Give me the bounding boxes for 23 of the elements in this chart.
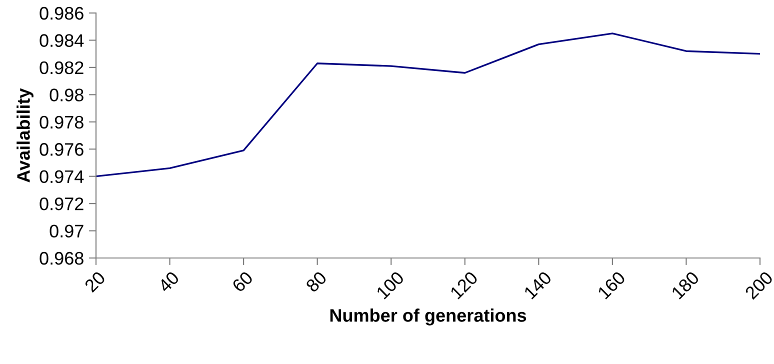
x-tick-label: 160	[597, 270, 626, 300]
x-tick-label: 40	[157, 270, 180, 294]
y-tick-label: 0.984	[40, 34, 84, 47]
x-tick-label: 80	[305, 270, 328, 293]
x-tick-label: 140	[523, 270, 552, 300]
x-tick-label: 100	[376, 270, 405, 300]
x-tick-label: 20	[84, 270, 106, 293]
x-tick-label: 120	[450, 270, 478, 300]
y-tick-label: 0.98	[50, 88, 84, 102]
line-series	[96, 32, 760, 178]
y-tick-label: 0.986	[40, 6, 84, 20]
y-tick-label: 0.982	[40, 61, 84, 74]
y-tick-label: 0.972	[40, 197, 84, 210]
y-tick-label: 0.97	[50, 224, 84, 238]
y-tick-label: 0.974	[40, 170, 84, 184]
y-axis-title: Availability	[16, 88, 34, 182]
x-axis-title: Number of generations	[330, 308, 526, 326]
x-tick-label: 60	[231, 270, 254, 293]
y-tick-label: 0.968	[40, 252, 84, 265]
y-tick-label: 0.976	[40, 143, 84, 156]
y-tick-label: 0.978	[40, 116, 84, 129]
x-tick-label: 180	[670, 270, 700, 300]
x-tick-label: 200	[744, 270, 774, 300]
